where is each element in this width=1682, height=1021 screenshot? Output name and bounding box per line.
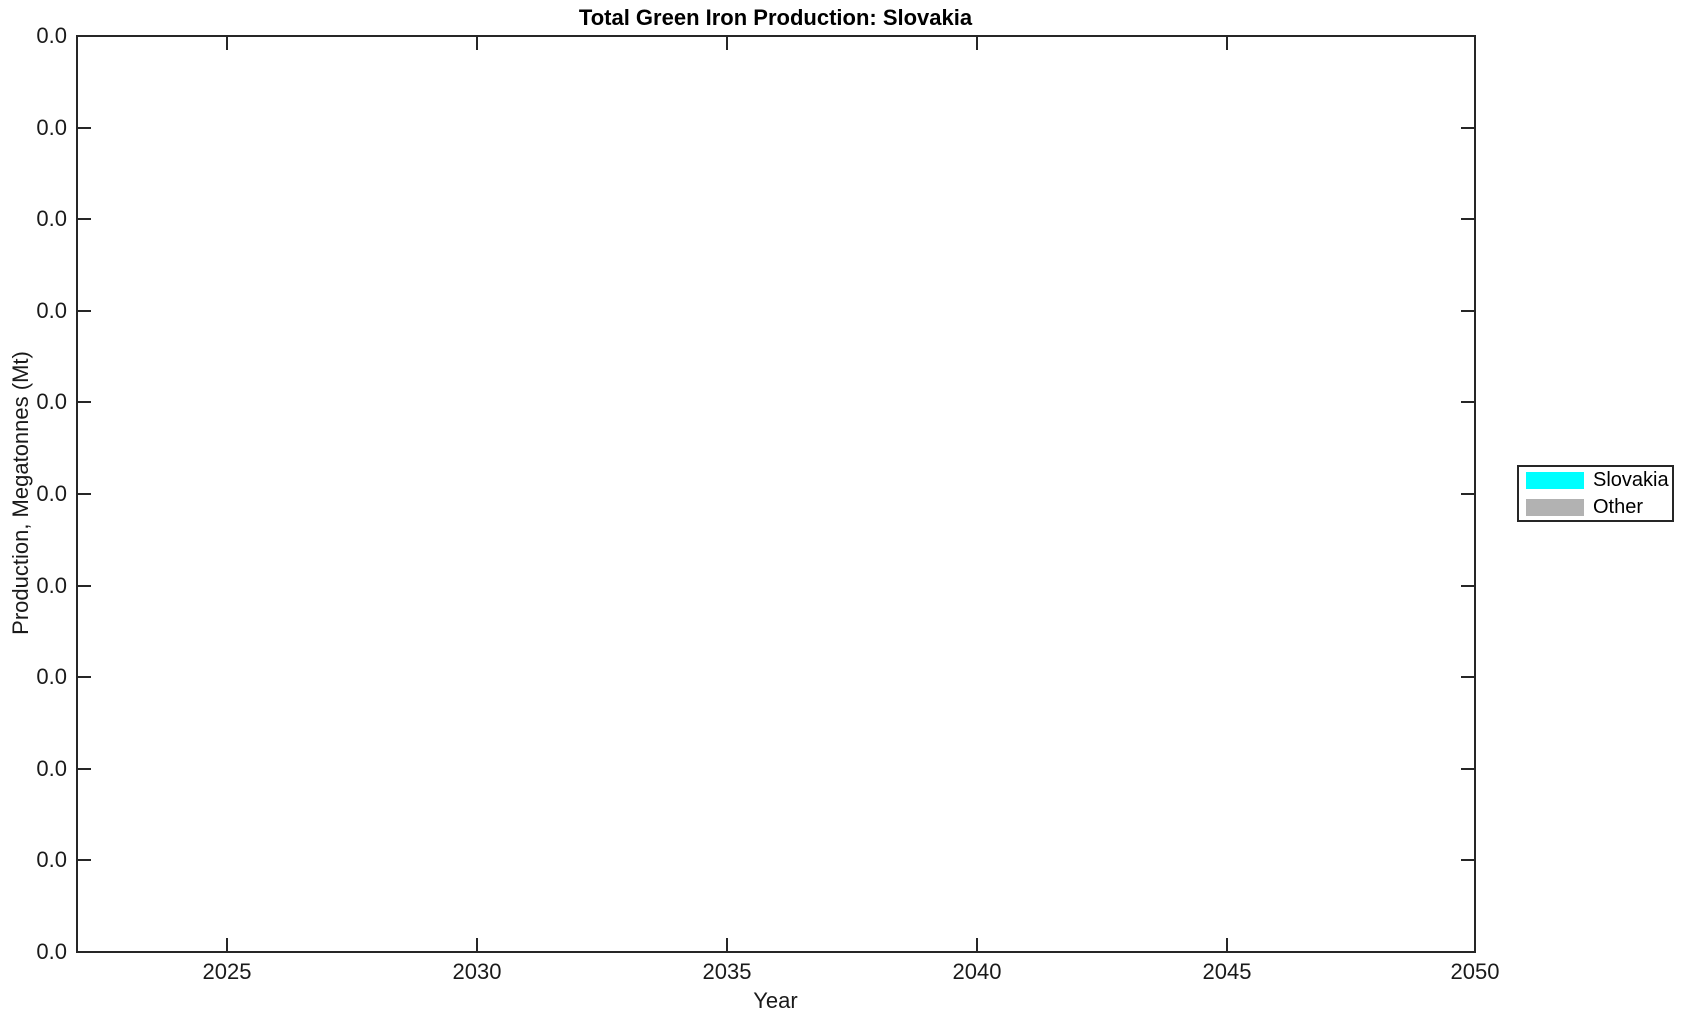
x-tick-mark xyxy=(476,938,478,951)
legend-entry: Other xyxy=(1526,496,1672,519)
x-tick-mark xyxy=(1226,37,1228,50)
y-tick-mark xyxy=(1461,309,1474,312)
legend-label: Other xyxy=(1593,495,1644,518)
y-tick-label: 0.0 xyxy=(36,481,67,506)
y-tick-mark xyxy=(1461,951,1474,953)
y-tick-mark xyxy=(78,218,91,221)
x-tick-mark xyxy=(976,938,978,951)
x-tick-mark xyxy=(726,37,728,50)
y-tick-label: 0.0 xyxy=(36,572,67,598)
x-tick-mark xyxy=(1474,37,1476,50)
y-tick-label: 0.0 xyxy=(36,206,67,232)
y-tick-mark xyxy=(1461,767,1474,770)
x-tick-mark xyxy=(226,938,228,951)
x-tick-label: 2045 xyxy=(1202,959,1252,984)
y-tick-mark xyxy=(78,767,91,770)
x-tick-label: 2035 xyxy=(702,959,752,984)
y-axis-label: Production, Megatonnes (Mt) xyxy=(8,351,33,635)
legend-swatch xyxy=(1526,471,1584,489)
legend-label: Slovakia xyxy=(1593,468,1669,491)
y-tick-label: 0.0 xyxy=(36,114,67,140)
x-tick-mark xyxy=(976,37,978,50)
legend-swatch xyxy=(1526,498,1584,516)
y-tick-mark xyxy=(1461,493,1474,495)
x-tick-label: 2030 xyxy=(452,959,502,984)
y-tick-label: 0.0 xyxy=(36,664,67,690)
legend: Slovakia Other xyxy=(1517,465,1674,522)
y-tick-mark xyxy=(1461,859,1474,862)
y-tick-mark xyxy=(1461,35,1474,37)
x-tick-label: 2025 xyxy=(202,959,252,984)
x-tick-mark xyxy=(726,938,728,951)
y-tick-label: 0.0 xyxy=(36,939,67,964)
y-tick-mark xyxy=(78,309,91,312)
x-tick-mark xyxy=(1226,938,1228,951)
y-tick-mark xyxy=(78,401,91,404)
x-axis-label: Year xyxy=(753,988,798,1013)
y-tick-label: 0.0 xyxy=(36,23,67,48)
legend-entry: Slovakia xyxy=(1526,469,1672,492)
y-tick-mark xyxy=(78,126,91,129)
y-tick-mark xyxy=(78,676,91,679)
y-tick-mark xyxy=(1461,676,1474,679)
chart-title: Total Green Iron Production: Slovakia xyxy=(578,5,973,30)
y-tick-mark xyxy=(1461,584,1474,587)
y-tick-label: 0.0 xyxy=(36,297,67,323)
x-tick-label: 2050 xyxy=(1450,959,1500,984)
x-tick-mark xyxy=(1474,938,1476,951)
y-tick-label: 0.0 xyxy=(36,755,67,781)
y-tick-label: 0.0 xyxy=(36,389,67,415)
plot-area xyxy=(76,35,1476,953)
y-tick-mark xyxy=(78,951,91,953)
y-tick-mark xyxy=(78,35,91,37)
x-tick-mark xyxy=(226,37,228,50)
y-tick-mark xyxy=(78,493,91,495)
y-tick-mark xyxy=(78,584,91,587)
x-tick-label: 2040 xyxy=(952,959,1002,984)
y-tick-mark xyxy=(78,859,91,862)
y-tick-mark xyxy=(1461,401,1474,404)
y-tick-mark xyxy=(1461,126,1474,129)
x-tick-mark xyxy=(476,37,478,50)
y-tick-mark xyxy=(1461,218,1474,221)
y-tick-label: 0.0 xyxy=(36,847,67,873)
